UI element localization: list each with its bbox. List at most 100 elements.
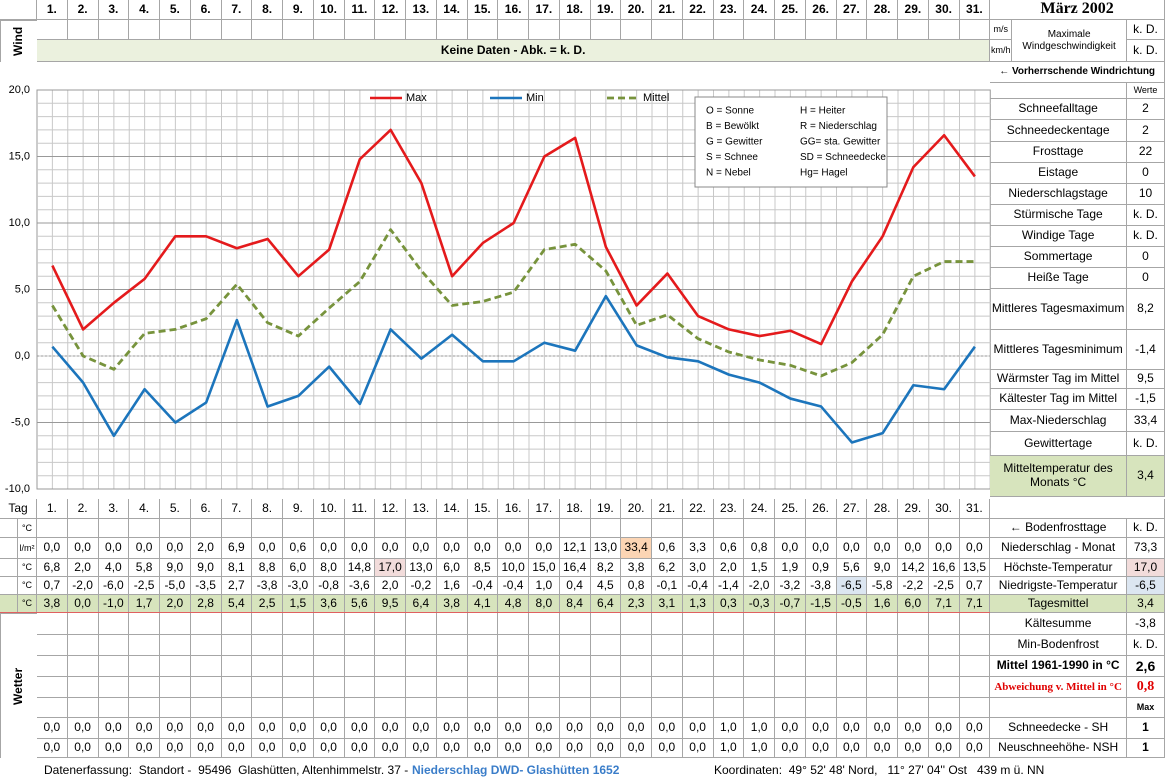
- table-value: 0,4: [559, 577, 591, 595]
- y-tick-label: -5,0: [11, 416, 30, 428]
- weather-cell: [375, 698, 406, 718]
- snow-value: 0,0: [37, 718, 68, 739]
- wind-cell: [375, 20, 406, 40]
- wind-cell: [129, 20, 160, 40]
- day-label: 5.: [160, 0, 191, 20]
- summary-label: Min-Bodenfrost: [990, 635, 1127, 656]
- table-value: -1,4: [713, 577, 745, 595]
- stat-value: 0: [1127, 247, 1165, 268]
- snow-value: 0,0: [928, 718, 960, 739]
- weather-cell: [313, 635, 345, 656]
- weather-cell: [252, 698, 283, 718]
- weather-cell: [406, 635, 437, 656]
- day-label: 26.: [805, 0, 837, 20]
- weather-cell: [498, 656, 529, 677]
- weather-cell: [529, 656, 560, 677]
- snow-value: 0,0: [959, 718, 991, 739]
- table-value: [98, 519, 130, 538]
- table-value: 6,4: [406, 595, 437, 613]
- weather-label: Wetter: [0, 613, 37, 758]
- weather-cell: [160, 698, 191, 718]
- snow-value: 0,0: [344, 718, 376, 739]
- snow-value: 0,0: [67, 739, 99, 758]
- blank: [0, 519, 18, 538]
- wind-cell: [621, 20, 652, 40]
- table-value: 0,8: [744, 538, 775, 559]
- table-value: 0,0: [406, 538, 437, 559]
- table-value: -2,5: [928, 577, 960, 595]
- table-value: 0,6: [283, 538, 314, 559]
- summary-label: Schneedecke - SH: [990, 718, 1127, 739]
- weather-cell: [129, 698, 160, 718]
- wind-cell: [344, 20, 376, 40]
- snow-value: 0,0: [836, 718, 868, 739]
- table-value: -3,5: [190, 577, 222, 595]
- weather-cell: [836, 698, 868, 718]
- table-value: 0,0: [836, 538, 868, 559]
- weather-cell: [867, 698, 898, 718]
- weather-cell: [559, 656, 591, 677]
- table-value: -0,4: [682, 577, 714, 595]
- blank: [0, 577, 18, 595]
- table-value: 8,0: [529, 595, 560, 613]
- table-value: [283, 519, 314, 538]
- table-value: 7,1: [928, 595, 960, 613]
- weather-cell: [867, 656, 898, 677]
- weather-cell: [775, 635, 806, 656]
- stat-value: 10: [1127, 184, 1165, 205]
- day-label: 13.: [406, 0, 437, 20]
- table-value: -0,5: [836, 595, 868, 613]
- snow-value: 0,0: [467, 718, 499, 739]
- weather-cell: [744, 613, 775, 635]
- table-value: [652, 519, 683, 538]
- series-line: [51, 228, 975, 378]
- annotation: H = Heiter: [800, 106, 846, 117]
- day-label: 4.: [129, 499, 160, 519]
- snow-value: 0,0: [928, 739, 960, 758]
- table-value: 2,0: [160, 595, 191, 613]
- table-value: 16,4: [559, 559, 591, 577]
- table-value: [713, 519, 745, 538]
- table-value: 6,2: [652, 559, 683, 577]
- table-value: 1,6: [436, 577, 468, 595]
- snow-value: 0,0: [559, 739, 591, 758]
- weather-cell: [652, 656, 683, 677]
- snow-value: 0,0: [221, 718, 253, 739]
- snow-value: 0,0: [406, 739, 437, 758]
- wind-cell: [775, 20, 806, 40]
- weather-cell: [37, 677, 68, 698]
- weather-cell: [252, 635, 283, 656]
- table-value: -3,0: [283, 577, 314, 595]
- snow-value: 0,0: [190, 739, 222, 758]
- y-tick-label: 15,0: [9, 150, 30, 162]
- weather-cell: [67, 656, 99, 677]
- weather-cell: [559, 677, 591, 698]
- weather-cell: [928, 698, 960, 718]
- table-value: -0,3: [744, 595, 775, 613]
- wind-label: Wind: [0, 20, 37, 62]
- stat-value: -1,4: [1127, 330, 1165, 370]
- snow-value: 0,0: [621, 739, 652, 758]
- snow-value: 0,0: [313, 739, 345, 758]
- table-value: 12,1: [559, 538, 591, 559]
- table-value: 0,0: [867, 538, 898, 559]
- table-value: [467, 519, 499, 538]
- title: März 2002: [990, 0, 1165, 20]
- table-value: -3,8: [805, 577, 837, 595]
- table-value: 2,7: [221, 577, 253, 595]
- table-value: [37, 519, 68, 538]
- day-label: 12.: [375, 0, 406, 20]
- table-value: -1,5: [805, 595, 837, 613]
- weather-cell: [713, 635, 745, 656]
- table-value: -0,2: [406, 577, 437, 595]
- table-value: 10,0: [498, 559, 529, 577]
- stat-value: k. D.: [1127, 432, 1165, 456]
- weather-cell: [67, 613, 99, 635]
- weather-cell: [836, 635, 868, 656]
- table-value: 4,0: [98, 559, 130, 577]
- table-value: [805, 519, 837, 538]
- snow-value: 0,0: [160, 739, 191, 758]
- day-label: 23.: [713, 0, 745, 20]
